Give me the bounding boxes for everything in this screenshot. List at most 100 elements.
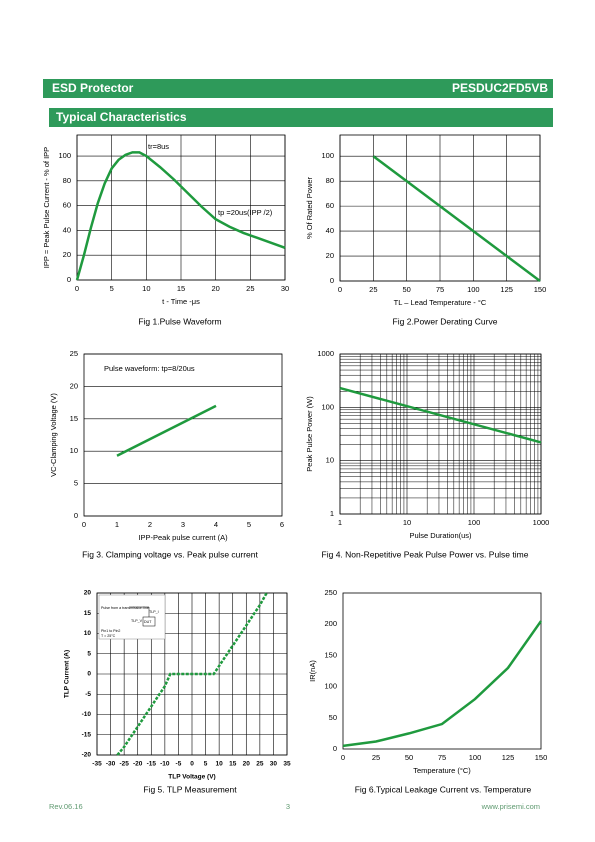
x-tick-label: 15	[229, 761, 237, 768]
figure-caption: Fig 3. Clamping voltage vs. Peak pulse c…	[82, 549, 258, 559]
x-tick-label: 1	[115, 520, 119, 529]
x-tick-label: 150	[535, 753, 548, 762]
y-tick-label: -20	[82, 752, 92, 759]
data-line	[75, 151, 286, 281]
x-tick-label: 10	[403, 518, 411, 527]
x-tick-label: 1000	[533, 518, 550, 527]
figure-caption: Fig 2.Power Derating Curve	[393, 316, 498, 326]
y-tick-label: 100	[321, 151, 334, 160]
x-tick-label: 5	[204, 761, 208, 768]
inset-label: TLP_V	[131, 619, 143, 623]
footer-rev: Rev.06.16	[49, 802, 83, 811]
x-axis-label: TL – Lead Temperature - °C	[394, 298, 487, 307]
y-tick-label: 0	[67, 275, 71, 284]
x-tick-label: 0	[190, 761, 194, 768]
x-tick-label: 30	[281, 284, 289, 293]
x-tick-label: 125	[500, 285, 513, 294]
y-tick-label: -15	[82, 731, 92, 738]
x-tick-label: 50	[405, 753, 413, 762]
x-tick-label: 0	[341, 753, 345, 762]
y-tick-label: 15	[70, 414, 78, 423]
y-tick-label: 100	[58, 151, 71, 160]
x-tick-label: 20	[211, 284, 219, 293]
y-tick-label: 1000	[317, 349, 334, 358]
y-tick-label: 150	[324, 650, 337, 659]
x-tick-label: 1	[338, 518, 342, 527]
y-axis-label: % Of Rated Power	[305, 176, 314, 239]
x-tick-label: 5	[110, 284, 114, 293]
x-tick-label: 0	[82, 520, 86, 529]
x-tick-label: 150	[534, 285, 547, 294]
y-tick-label: -10	[82, 711, 92, 718]
data-line	[116, 404, 217, 457]
y-tick-label: 25	[70, 349, 78, 358]
x-tick-label: 50	[402, 285, 410, 294]
x-axis-label: t - Time -μs	[162, 297, 200, 306]
figure-caption: Fig 1.Pulse Waveform	[138, 316, 221, 326]
footer-url: www.prisemi.com	[481, 802, 540, 811]
x-tick-label: -35	[92, 761, 102, 768]
y-tick-label: 60	[63, 201, 71, 210]
x-tick-label: -25	[119, 761, 129, 768]
y-tick-label: 100	[324, 682, 337, 691]
y-tick-label: 10	[84, 630, 92, 637]
figure-caption: Fig 6.Typical Leakage Current vs. Temper…	[355, 784, 532, 794]
x-axis-label: Pulse Duration(us)	[409, 531, 472, 540]
inset-label: T = 25°C	[101, 634, 116, 638]
y-tick-label: 60	[326, 201, 334, 210]
figure-caption: Fig 5. TLP Measurement	[143, 784, 237, 794]
y-tick-label: 0	[87, 671, 91, 678]
y-tick-label: 20	[326, 251, 334, 260]
y-tick-label: 5	[87, 650, 91, 657]
y-tick-label: 0	[330, 276, 334, 285]
figure-caption: Fig 4. Non-Repetitive Peak Pulse Power v…	[322, 549, 529, 559]
x-tick-label: 4	[214, 520, 218, 529]
header-part: PESDUC2FD5VB	[452, 81, 548, 95]
y-tick-label: 100	[321, 402, 334, 411]
y-tick-label: 200	[324, 619, 337, 628]
y-tick-label: 10	[70, 446, 78, 455]
x-tick-label: 15	[177, 284, 185, 293]
x-tick-label: 3	[181, 520, 185, 529]
data-line	[342, 620, 543, 748]
y-tick-label: 80	[326, 176, 334, 185]
header-title: ESD Protector	[52, 81, 134, 95]
y-tick-label: 15	[84, 610, 92, 617]
x-tick-label: 10	[216, 761, 224, 768]
y-tick-label: 10	[326, 456, 334, 465]
footer-page: 3	[286, 802, 290, 811]
x-tick-label: -10	[160, 761, 170, 768]
x-tick-label: 25	[372, 753, 380, 762]
y-tick-label: 0	[74, 511, 78, 520]
inset-label: Pin1 to Pin2	[101, 629, 120, 633]
x-tick-label: -5	[176, 761, 182, 768]
x-tick-label: 35	[283, 761, 291, 768]
x-tick-label: 125	[502, 753, 515, 762]
section-bar	[49, 108, 553, 127]
x-tick-label: -20	[133, 761, 143, 768]
y-tick-label: 1	[330, 509, 334, 518]
y-tick-label: 80	[63, 176, 71, 185]
inset-label: Pulse from a transmission line	[101, 606, 149, 610]
y-tick-label: 250	[324, 588, 337, 597]
x-tick-label: 25	[256, 761, 264, 768]
y-tick-label: -5	[85, 691, 91, 698]
x-axis-label: Temperature (°C)	[413, 766, 471, 775]
y-tick-label: 5	[74, 479, 78, 488]
x-tick-label: 10	[142, 284, 150, 293]
y-tick-label: 20	[84, 590, 92, 597]
x-tick-label: -15	[147, 761, 157, 768]
inset-label: DUT	[144, 620, 152, 624]
y-tick-label: 50	[329, 713, 337, 722]
x-tick-label: 100	[467, 285, 480, 294]
y-tick-label: 40	[326, 226, 334, 235]
y-tick-label: 40	[63, 225, 71, 234]
y-axis-label: IPP = Peak Pulse Current - % of IPP	[42, 147, 51, 268]
x-tick-label: 75	[438, 753, 446, 762]
plot-area	[83, 353, 283, 517]
x-tick-label: 2	[148, 520, 152, 529]
y-axis-label: Peak Pulse Power (W)	[305, 396, 314, 472]
x-tick-label: 25	[369, 285, 377, 294]
data-line	[339, 386, 542, 444]
